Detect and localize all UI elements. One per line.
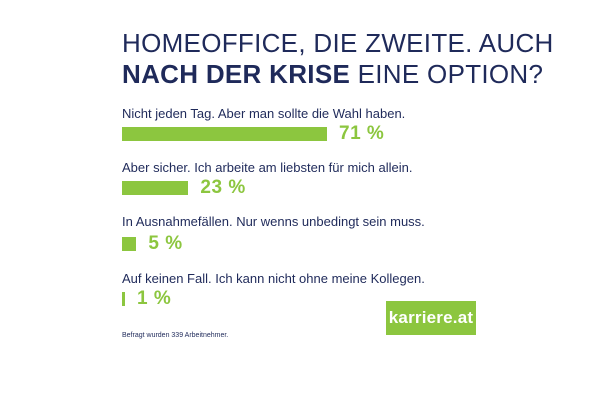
value-label-1: 71 % (339, 123, 385, 144)
chart-title: HOMEOFFICE, DIE ZWEITE. AUCH NACH DER KR… (122, 28, 562, 90)
bar-3 (122, 237, 137, 251)
bar-4 (122, 292, 125, 306)
title-bold-part: NACH DER KRISE (122, 59, 351, 89)
bar-2 (122, 181, 189, 195)
title-line-2: NACH DER KRISE EINE OPTION? (122, 59, 562, 90)
bar-1 (122, 127, 327, 141)
title-rest-part: EINE OPTION? (350, 59, 544, 89)
title-line-1: HOMEOFFICE, DIE ZWEITE. AUCH (122, 28, 554, 58)
item-label-1: Nicht jeden Tag. Aber man sollte die Wah… (122, 106, 406, 121)
footnote: Befragt wurden 339 Arbeitnehmer. (122, 332, 229, 339)
item-label-3: In Ausnahmefällen. Nur wenns unbedingt s… (122, 214, 425, 229)
item-label-4: Auf keinen Fall. Ich kann nicht ohne mei… (122, 271, 425, 286)
item-label-2: Aber sicher. Ich arbeite am liebsten für… (122, 160, 413, 175)
karriere-logo: karriere.at (386, 301, 476, 335)
value-label-2: 23 % (200, 177, 246, 198)
value-label-3: 5 % (148, 233, 183, 254)
value-label-4: 1 % (137, 288, 172, 309)
